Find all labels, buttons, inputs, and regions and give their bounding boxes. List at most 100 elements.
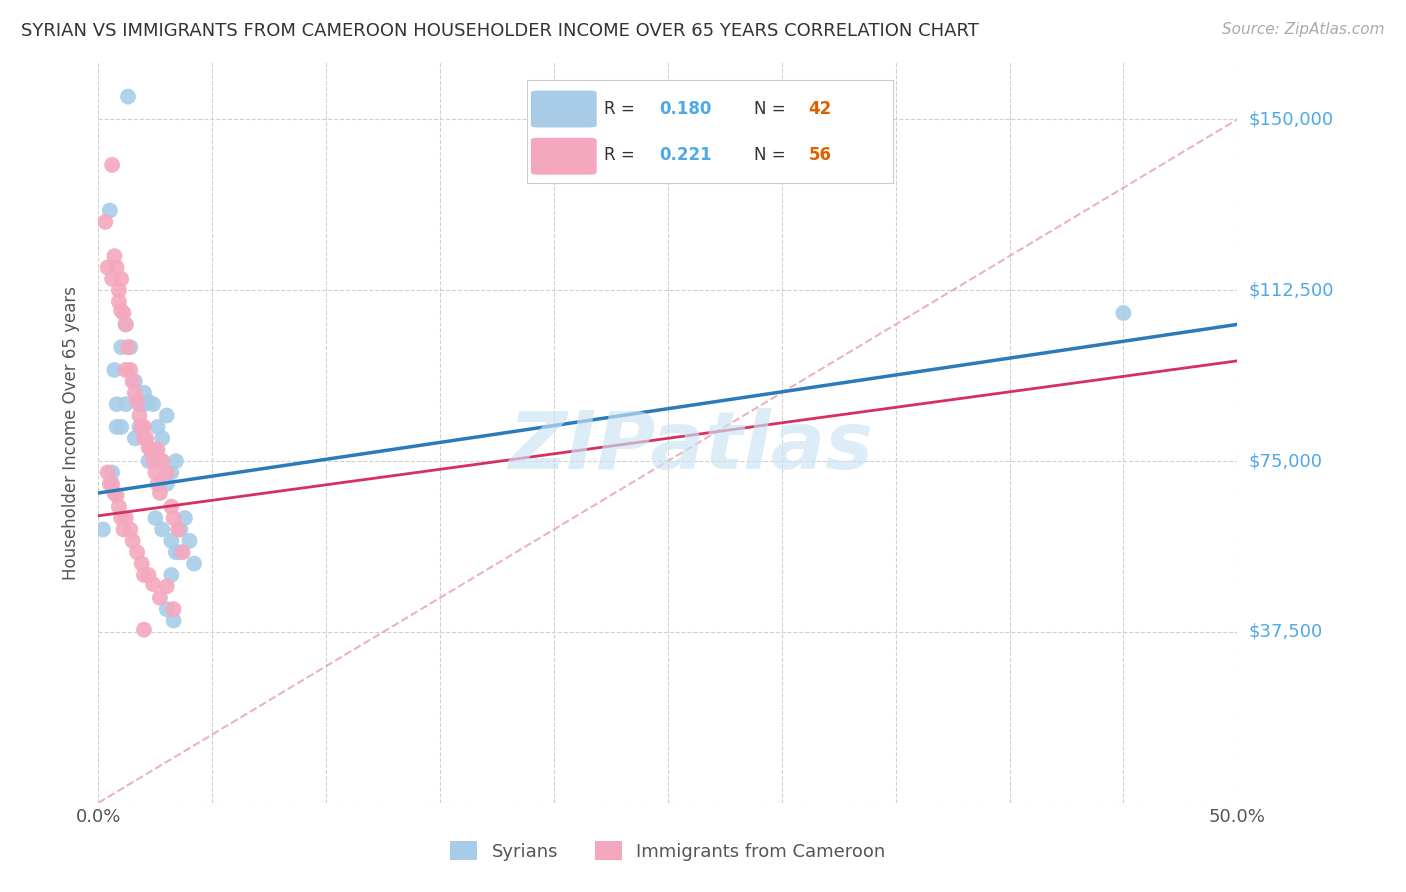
Point bbox=[165, 545, 187, 559]
Point bbox=[124, 385, 146, 400]
Point bbox=[174, 511, 197, 525]
Point bbox=[117, 340, 139, 354]
Point bbox=[110, 272, 132, 286]
Point bbox=[114, 363, 136, 377]
Point bbox=[108, 283, 131, 297]
Text: 42: 42 bbox=[808, 100, 832, 118]
Text: ZIPatlas: ZIPatlas bbox=[508, 409, 873, 486]
Point bbox=[146, 420, 169, 434]
Point bbox=[128, 420, 150, 434]
Point bbox=[110, 420, 132, 434]
Point bbox=[138, 568, 160, 582]
Point bbox=[103, 363, 125, 377]
FancyBboxPatch shape bbox=[531, 91, 596, 128]
Point bbox=[183, 557, 205, 571]
Point bbox=[127, 545, 149, 559]
Point bbox=[146, 442, 169, 457]
Point bbox=[103, 249, 125, 263]
Point bbox=[172, 545, 194, 559]
Text: 0.180: 0.180 bbox=[659, 100, 711, 118]
Point bbox=[132, 397, 155, 411]
Point bbox=[160, 568, 183, 582]
Point bbox=[145, 442, 167, 457]
Text: $112,500: $112,500 bbox=[1249, 281, 1334, 299]
Point bbox=[120, 523, 142, 537]
Point bbox=[105, 488, 128, 502]
Point bbox=[150, 454, 173, 468]
Text: $75,000: $75,000 bbox=[1249, 452, 1323, 470]
Point bbox=[131, 420, 153, 434]
Point bbox=[167, 523, 190, 537]
Point bbox=[132, 385, 155, 400]
Point bbox=[101, 158, 124, 172]
Text: SYRIAN VS IMMIGRANTS FROM CAMEROON HOUSEHOLDER INCOME OVER 65 YEARS CORRELATION : SYRIAN VS IMMIGRANTS FROM CAMEROON HOUSE… bbox=[21, 22, 979, 40]
Point bbox=[110, 511, 132, 525]
Point bbox=[117, 89, 139, 103]
Text: 0.221: 0.221 bbox=[659, 146, 711, 164]
Point bbox=[162, 614, 184, 628]
Point bbox=[120, 340, 142, 354]
Point bbox=[112, 306, 135, 320]
Point bbox=[121, 533, 143, 548]
Text: Source: ZipAtlas.com: Source: ZipAtlas.com bbox=[1222, 22, 1385, 37]
Point bbox=[128, 397, 150, 411]
Point bbox=[146, 476, 169, 491]
Point bbox=[156, 602, 179, 616]
Y-axis label: Householder Income Over 65 years: Householder Income Over 65 years bbox=[62, 285, 80, 580]
Point bbox=[142, 397, 165, 411]
Point bbox=[145, 511, 167, 525]
Point bbox=[150, 523, 173, 537]
Text: N =: N = bbox=[754, 146, 790, 164]
Point bbox=[132, 420, 155, 434]
Point bbox=[135, 431, 157, 445]
Point bbox=[101, 272, 124, 286]
Point bbox=[96, 466, 118, 480]
Text: 56: 56 bbox=[808, 146, 832, 164]
Text: $37,500: $37,500 bbox=[1249, 623, 1323, 641]
Point bbox=[179, 533, 201, 548]
Point bbox=[142, 454, 165, 468]
Point bbox=[156, 409, 179, 423]
Point bbox=[105, 397, 128, 411]
Point bbox=[131, 557, 153, 571]
Point bbox=[169, 523, 191, 537]
Point bbox=[108, 500, 131, 514]
Point bbox=[101, 466, 124, 480]
Text: R =: R = bbox=[605, 100, 640, 118]
Point bbox=[160, 500, 183, 514]
Point bbox=[120, 363, 142, 377]
Text: N =: N = bbox=[754, 100, 790, 118]
Point bbox=[110, 303, 132, 318]
Point bbox=[149, 591, 172, 605]
Point bbox=[114, 511, 136, 525]
Point bbox=[156, 466, 179, 480]
Point bbox=[138, 454, 160, 468]
Point bbox=[142, 577, 165, 591]
FancyBboxPatch shape bbox=[531, 137, 596, 175]
Point bbox=[139, 442, 162, 457]
Point bbox=[160, 466, 183, 480]
Point bbox=[145, 466, 167, 480]
Point bbox=[101, 476, 124, 491]
Point bbox=[96, 260, 118, 275]
Text: $150,000: $150,000 bbox=[1249, 111, 1333, 128]
Point bbox=[94, 215, 117, 229]
Point bbox=[156, 476, 179, 491]
Point bbox=[160, 533, 183, 548]
Point bbox=[124, 375, 146, 389]
Point bbox=[150, 454, 173, 468]
Point bbox=[165, 454, 187, 468]
Point bbox=[162, 602, 184, 616]
Point bbox=[169, 545, 191, 559]
Point bbox=[128, 409, 150, 423]
Point bbox=[150, 431, 173, 445]
Text: R =: R = bbox=[605, 146, 640, 164]
Point bbox=[1112, 306, 1135, 320]
Point bbox=[98, 203, 121, 218]
Point bbox=[156, 579, 179, 593]
Point bbox=[114, 318, 136, 332]
Point bbox=[132, 623, 155, 637]
Point bbox=[138, 441, 160, 455]
Point bbox=[138, 395, 160, 409]
Point bbox=[114, 397, 136, 411]
